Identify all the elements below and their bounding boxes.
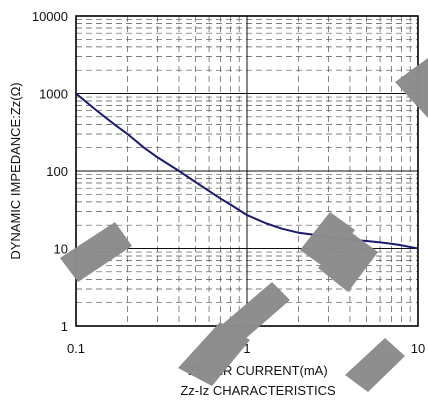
tick-labels: 0.1 1 10 1 10 100 1000 10000 bbox=[32, 9, 425, 356]
x-tick-label: 0.1 bbox=[67, 341, 85, 356]
y-tick-label: 100 bbox=[46, 164, 68, 179]
y-tick-label: 1 bbox=[61, 319, 68, 334]
y-tick-label: 1000 bbox=[39, 87, 68, 102]
watermark bbox=[60, 58, 428, 392]
y-tick-label: 10000 bbox=[32, 9, 68, 24]
y-axis-title: DYNAMIC IMPEDANCE:Zz(Ω) bbox=[8, 82, 23, 259]
series-line bbox=[75, 92, 419, 250]
chart-caption: Zz-Iz CHARACTERISTICS bbox=[180, 383, 336, 398]
series-layer bbox=[75, 92, 419, 250]
x-tick-label: 10 bbox=[411, 341, 425, 356]
y-tick-label: 10 bbox=[54, 242, 68, 257]
x-tick-label: 1 bbox=[243, 341, 250, 356]
